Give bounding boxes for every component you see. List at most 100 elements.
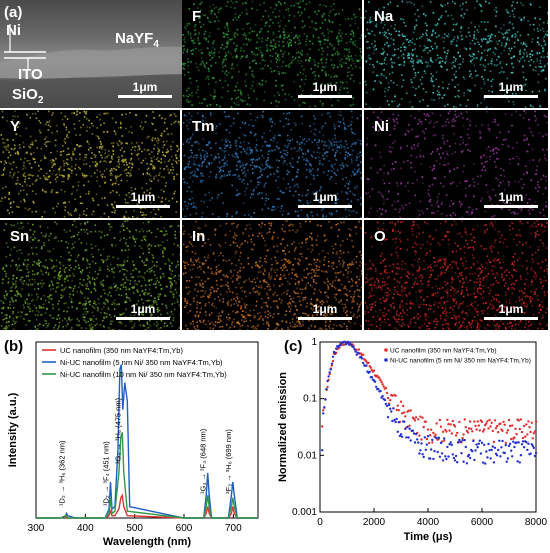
data-point-series-1 bbox=[531, 422, 533, 424]
data-point-series-1 bbox=[456, 432, 458, 434]
data-point-series-2 bbox=[420, 442, 422, 444]
data-point-series-1 bbox=[397, 405, 399, 407]
sem-label-nayf4: NaYF4 bbox=[115, 30, 159, 50]
data-point-series-2 bbox=[404, 428, 406, 430]
element-map-scalebar: 1μm bbox=[298, 81, 352, 98]
data-point-series-2 bbox=[325, 388, 327, 390]
data-point-series-2 bbox=[413, 432, 415, 434]
data-point-series-1 bbox=[491, 422, 493, 424]
data-point-series-2 bbox=[423, 456, 425, 458]
data-point-series-1 bbox=[474, 425, 476, 427]
data-point-series-2 bbox=[535, 452, 537, 454]
data-point-series-1 bbox=[485, 422, 487, 424]
legend-label: Ni-UC nanofilm (5 nm Ni/ 350 nm NaYF4:Tm… bbox=[390, 358, 531, 365]
data-point-series-2 bbox=[480, 452, 482, 454]
data-point-series-2 bbox=[462, 461, 464, 463]
data-point-series-1 bbox=[447, 423, 449, 425]
data-point-series-1 bbox=[439, 419, 441, 421]
data-point-series-2 bbox=[446, 446, 448, 448]
data-point-series-2 bbox=[499, 455, 501, 457]
data-point-series-2 bbox=[520, 454, 522, 456]
data-point-series-2 bbox=[389, 408, 391, 410]
data-point-series-2 bbox=[347, 341, 349, 343]
data-point-series-1 bbox=[410, 409, 412, 411]
data-point-series-2 bbox=[394, 421, 396, 423]
data-point-series-1 bbox=[501, 430, 503, 432]
transition-annotation: ¹G₄ → ³H₆ (475 nm) bbox=[113, 397, 122, 464]
data-point-series-2 bbox=[445, 458, 447, 460]
data-point-series-1 bbox=[321, 425, 323, 427]
legend-label: UC nanofilm (350 nm NaYF4:Tm,Yb) bbox=[60, 346, 183, 355]
data-point-series-1 bbox=[326, 386, 328, 388]
data-point-series-2 bbox=[469, 457, 471, 459]
data-point-series-2 bbox=[440, 442, 442, 444]
data-point-series-2 bbox=[437, 451, 439, 453]
data-point-series-2 bbox=[339, 344, 341, 346]
data-point-series-2 bbox=[335, 347, 337, 349]
data-point-series-1 bbox=[496, 425, 498, 427]
data-point-series-1 bbox=[367, 362, 369, 364]
data-point-series-2 bbox=[400, 433, 402, 435]
data-point-series-2 bbox=[513, 446, 515, 448]
data-point-series-2 bbox=[329, 371, 331, 373]
data-point-series-2 bbox=[474, 449, 476, 451]
data-point-series-2 bbox=[493, 461, 495, 463]
data-point-series-1 bbox=[446, 419, 448, 421]
data-point-series-1 bbox=[419, 416, 421, 418]
data-point-series-2 bbox=[484, 462, 486, 464]
data-point-series-2 bbox=[529, 452, 531, 454]
data-point-series-1 bbox=[514, 428, 516, 430]
data-point-series-2 bbox=[424, 436, 426, 438]
data-point-series-2 bbox=[379, 390, 381, 392]
y-tick-label: 0.1 bbox=[303, 394, 317, 405]
sem-label-sio2: SiO2 bbox=[12, 86, 43, 106]
data-point-series-1 bbox=[381, 383, 383, 385]
data-point-series-1 bbox=[497, 431, 499, 433]
data-point-series-2 bbox=[406, 426, 408, 428]
data-point-series-1 bbox=[452, 420, 454, 422]
data-point-series-2 bbox=[375, 386, 377, 388]
data-point-series-1 bbox=[431, 441, 433, 443]
x-tick-label: 8000 bbox=[525, 517, 548, 528]
data-point-series-2 bbox=[349, 341, 351, 343]
sem-label-ni: Ni bbox=[6, 22, 21, 39]
legend-label: Ni-UC nanofilm (5 nm Ni/ 350 nm NaYF4:Tm… bbox=[60, 358, 223, 367]
data-point-series-1 bbox=[528, 426, 530, 428]
element-map-scalebar-bar bbox=[484, 205, 538, 208]
data-point-series-2 bbox=[321, 449, 323, 451]
data-point-series-2 bbox=[456, 461, 458, 463]
x-tick-label: 0 bbox=[317, 517, 323, 528]
x-tick-label: 400 bbox=[77, 523, 94, 534]
data-point-series-1 bbox=[435, 422, 437, 424]
data-point-series-2 bbox=[487, 443, 489, 445]
data-point-series-1 bbox=[394, 395, 396, 397]
y-axis-label: Intensity (a.u.) bbox=[7, 392, 19, 467]
data-point-series-2 bbox=[331, 363, 333, 365]
data-point-series-2 bbox=[418, 452, 420, 454]
data-point-series-1 bbox=[489, 425, 491, 427]
data-point-series-1 bbox=[448, 429, 450, 431]
legend-marker bbox=[384, 358, 388, 362]
data-point-series-2 bbox=[330, 368, 332, 370]
element-map-scalebar-label: 1μm bbox=[484, 303, 538, 316]
data-point-series-1 bbox=[450, 423, 452, 425]
data-point-series-1 bbox=[509, 425, 511, 427]
data-point-series-2 bbox=[405, 436, 407, 438]
data-point-series-1 bbox=[385, 387, 387, 389]
data-point-series-1 bbox=[418, 434, 420, 436]
data-point-series-1 bbox=[421, 417, 423, 419]
panel-b-letter: (b) bbox=[4, 338, 23, 355]
data-point-series-1 bbox=[511, 424, 513, 426]
data-point-series-1 bbox=[504, 424, 506, 426]
data-point-series-1 bbox=[508, 419, 510, 421]
data-point-series-2 bbox=[324, 398, 326, 400]
data-point-series-1 bbox=[415, 416, 417, 418]
data-point-series-2 bbox=[453, 457, 455, 459]
data-point-series-2 bbox=[447, 455, 449, 457]
data-point-series-1 bbox=[506, 432, 508, 434]
element-map-scalebar-bar bbox=[484, 95, 538, 98]
